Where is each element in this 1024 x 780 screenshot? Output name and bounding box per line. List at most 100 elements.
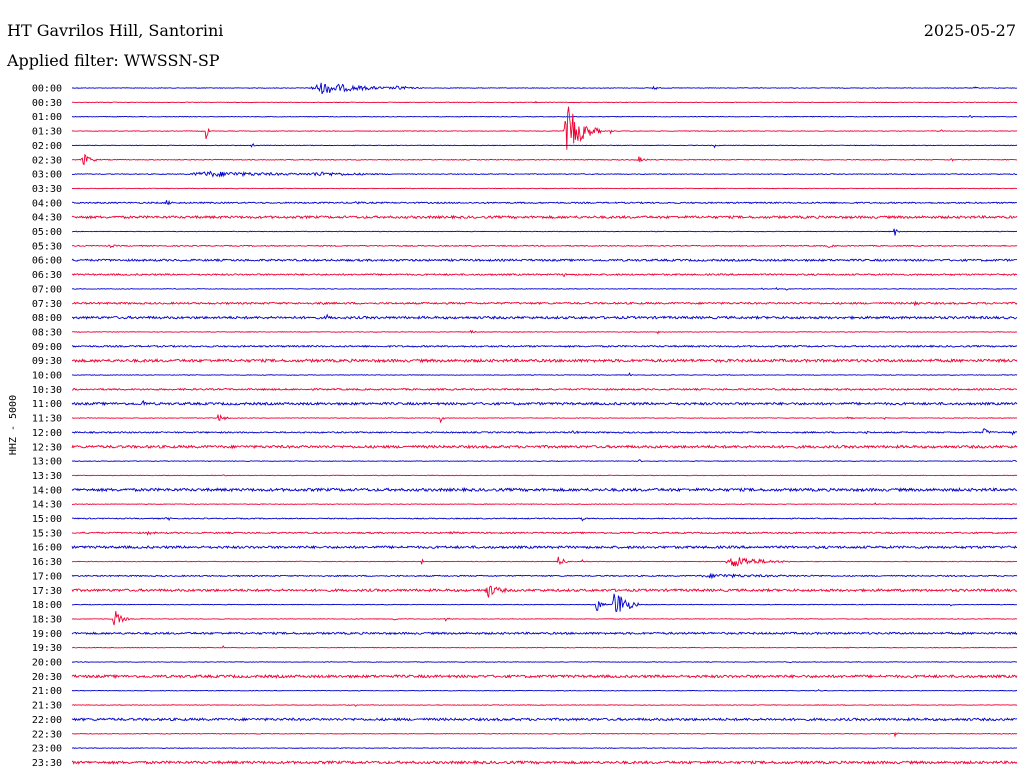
trace-0100 — [71, 115, 1018, 118]
trace-1600 — [71, 544, 1018, 550]
time-tick-1200: 12:00 — [32, 428, 62, 439]
time-tick-0430: 04:30 — [32, 213, 62, 224]
time-tick-0530: 05:30 — [32, 241, 62, 252]
time-tick-0100: 01:00 — [32, 112, 62, 123]
trace-0800 — [71, 313, 1018, 321]
trace-0230 — [71, 153, 1018, 166]
time-tick-0800: 08:00 — [32, 313, 62, 324]
trace-0330 — [71, 187, 1018, 190]
date-label: 2025-05-27 — [923, 21, 1016, 40]
seismic-traces — [71, 82, 1018, 766]
trace-1630 — [71, 556, 1018, 567]
trace-2100 — [71, 689, 1018, 692]
trace-0930 — [71, 357, 1018, 364]
time-tick-0900: 09:00 — [32, 342, 62, 353]
time-tick-labels: 00:00 00:30 01:00 01:30 02:00 02:30 03:00 03:30… — [32, 84, 62, 769]
trace-0830 — [71, 329, 1018, 335]
trace-1130 — [71, 414, 1018, 424]
trace-0630 — [71, 272, 1018, 278]
trace-0600 — [71, 258, 1018, 263]
time-tick-0030: 00:30 — [32, 98, 62, 109]
time-tick-1230: 12:30 — [32, 442, 62, 453]
trace-2300 — [71, 747, 1018, 749]
time-tick-1430: 14:30 — [32, 500, 62, 511]
time-tick-2230: 22:30 — [32, 729, 62, 740]
trace-1500 — [71, 517, 1018, 522]
time-tick-0700: 07:00 — [32, 284, 62, 295]
trace-1200 — [71, 428, 1018, 436]
time-tick-0400: 04:00 — [32, 198, 62, 209]
time-tick-1100: 11:00 — [32, 399, 62, 410]
time-tick-2300: 23:00 — [32, 744, 62, 755]
time-tick-0130: 01:30 — [32, 127, 62, 138]
time-tick-0930: 09:30 — [32, 356, 62, 367]
trace-0000 — [71, 82, 1018, 95]
trace-1830 — [71, 610, 1018, 626]
trace-2000 — [71, 661, 1018, 664]
trace-1030 — [71, 387, 1018, 392]
trace-1300 — [71, 459, 1018, 463]
trace-1100 — [71, 399, 1018, 407]
time-tick-1300: 13:00 — [32, 457, 62, 468]
filter-label: Applied filter: WWSSN-SP — [7, 51, 220, 70]
time-tick-2100: 21:00 — [32, 686, 62, 697]
trace-1430 — [71, 502, 1018, 506]
trace-1900 — [71, 631, 1018, 636]
trace-1930 — [71, 645, 1018, 649]
trace-0200 — [71, 143, 1018, 149]
time-tick-1700: 17:00 — [32, 571, 62, 582]
trace-2230 — [72, 732, 1018, 738]
time-tick-0600: 06:00 — [32, 256, 62, 267]
trace-1230 — [71, 444, 1018, 450]
time-tick-1000: 10:00 — [32, 371, 62, 382]
time-tick-1500: 15:00 — [32, 514, 62, 525]
time-tick-0230: 02:30 — [32, 155, 62, 166]
trace-0030 — [71, 100, 1018, 104]
time-tick-1830: 18:30 — [32, 614, 62, 625]
y-axis-label: HHZ - 5000 — [8, 395, 19, 455]
trace-1400 — [71, 487, 1018, 493]
trace-0900 — [71, 344, 1018, 349]
trace-1330 — [71, 474, 1018, 477]
time-tick-2130: 21:30 — [32, 701, 62, 712]
trace-1730 — [71, 585, 1018, 598]
time-tick-0630: 06:30 — [32, 270, 62, 281]
trace-0430 — [71, 214, 1018, 220]
time-tick-1630: 16:30 — [32, 557, 62, 568]
time-tick-0330: 03:30 — [32, 184, 62, 195]
trace-1000 — [71, 372, 1018, 376]
trace-0730 — [71, 300, 1018, 306]
time-tick-1530: 15:30 — [32, 528, 62, 539]
trace-0130 — [71, 106, 1018, 150]
time-tick-2030: 20:30 — [32, 672, 62, 683]
trace-2200 — [71, 716, 1018, 722]
trace-0300 — [71, 170, 1018, 178]
trace-1800 — [71, 593, 1018, 613]
time-tick-1030: 10:30 — [32, 385, 62, 396]
time-tick-1130: 11:30 — [32, 414, 62, 425]
time-tick-2000: 20:00 — [32, 658, 62, 669]
time-tick-2330: 23:30 — [32, 758, 62, 769]
time-tick-1400: 14:00 — [32, 485, 62, 496]
trace-1700 — [71, 572, 1018, 580]
time-tick-0200: 02:00 — [32, 141, 62, 152]
time-tick-1600: 16:00 — [32, 543, 62, 554]
trace-2030 — [71, 673, 1018, 679]
trace-0500 — [71, 228, 1018, 236]
trace-2330 — [71, 759, 1018, 766]
time-tick-0830: 08:30 — [32, 327, 62, 338]
time-tick-1800: 18:00 — [32, 600, 62, 611]
time-tick-1900: 19:00 — [32, 629, 62, 640]
trace-0530 — [71, 244, 1018, 249]
station-title: HT Gavrilos Hill, Santorini — [7, 21, 224, 40]
time-tick-0000: 00:00 — [32, 84, 62, 95]
time-tick-2200: 22:00 — [32, 715, 62, 726]
time-tick-0500: 05:00 — [32, 227, 62, 238]
time-tick-1930: 19:30 — [32, 643, 62, 654]
trace-0700 — [71, 287, 1018, 291]
time-tick-1730: 17:30 — [32, 586, 62, 597]
trace-2130 — [71, 704, 1018, 707]
time-tick-0730: 07:30 — [32, 299, 62, 310]
time-tick-1330: 13:30 — [32, 471, 62, 482]
